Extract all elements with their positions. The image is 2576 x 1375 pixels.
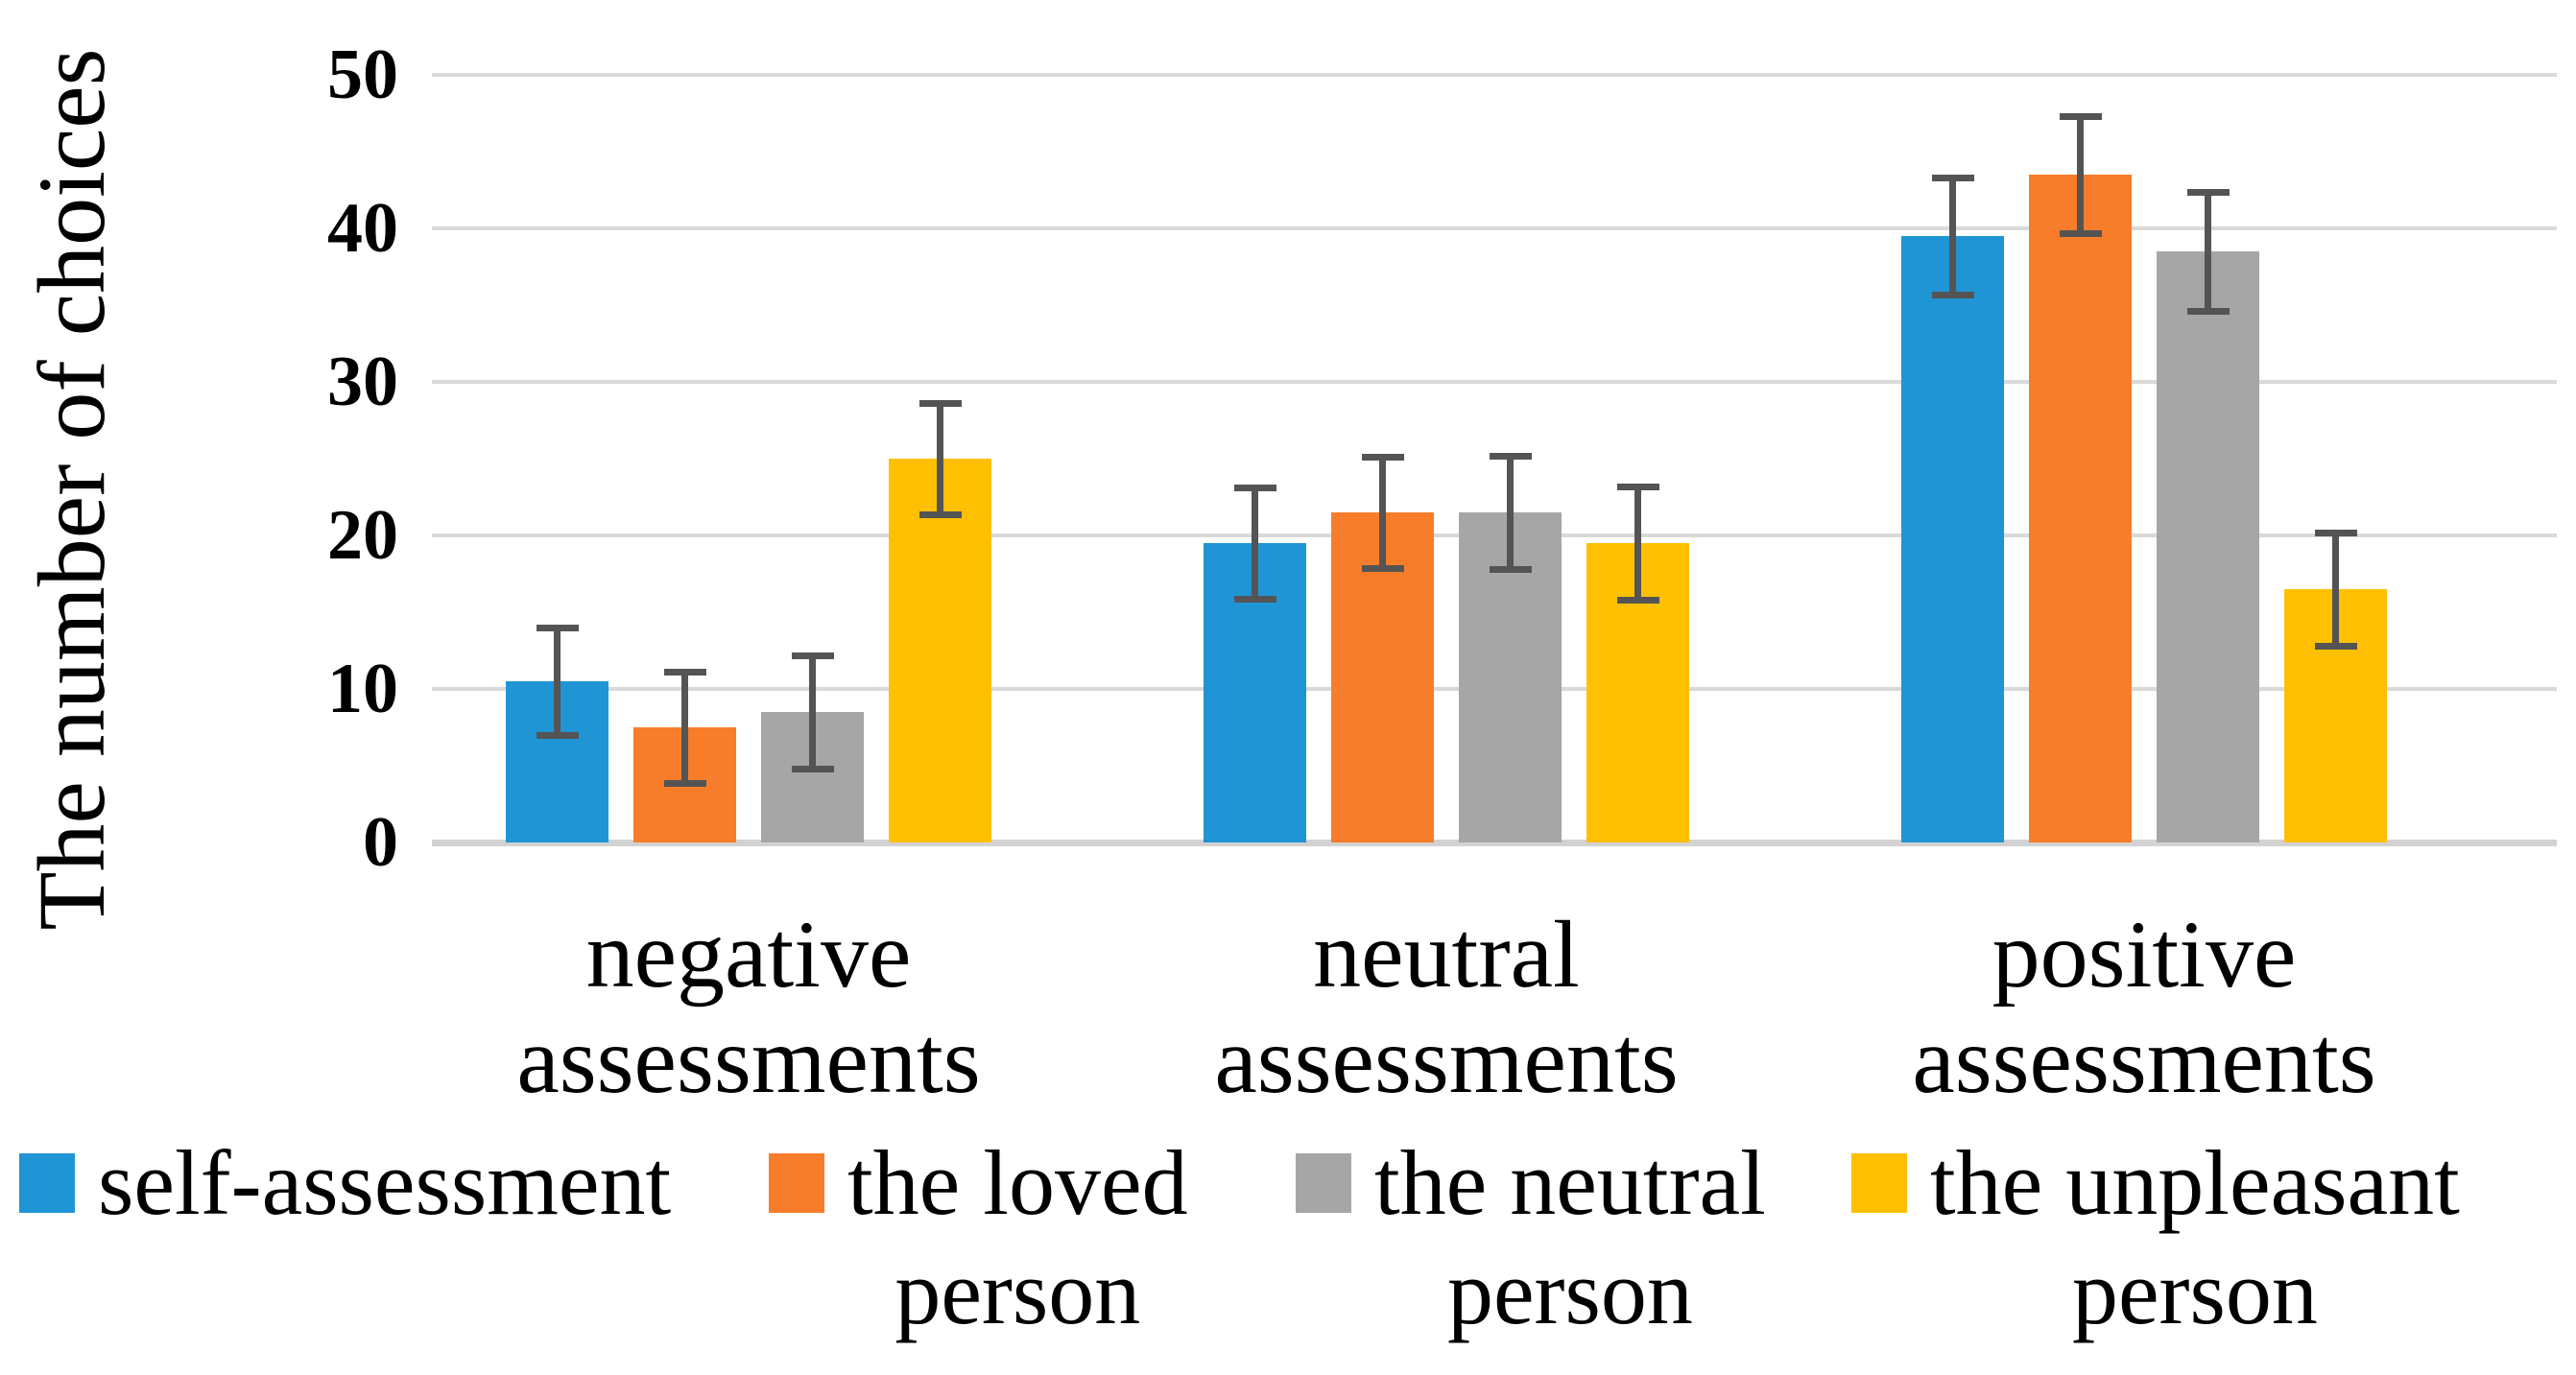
error-bar-lower-cap-the-loved-person-positive-assessments: [2059, 229, 2102, 237]
legend-swatch-the-neutral-person: [1296, 1153, 1351, 1213]
error-bar-the-unpleasant-person-neutral-assessments: [1634, 486, 1641, 601]
error-bar-the-loved-person-neutral-assessments: [1379, 457, 1386, 568]
error-bar-lower-cap-self-assessment-negative-assessments: [536, 732, 579, 739]
error-bar-lower-cap-the-neutral-person-negative-assessments: [791, 766, 834, 773]
error-bar-self-assessment-negative-assessments: [554, 628, 561, 735]
legend-item-the-neutral-person: the neutral person: [1296, 1128, 1766, 1347]
gridline-30: [432, 380, 2557, 384]
error-bar-lower-cap-the-unpleasant-person-neutral-assessments: [1616, 597, 1659, 605]
gridline-40: [432, 226, 2557, 230]
error-bar-upper-cap-the-unpleasant-person-negative-assessments: [918, 400, 962, 408]
legend-label-the-unpleasant-person: the unpleasant person: [1930, 1131, 2460, 1343]
error-bar-lower-cap-the-neutral-person-neutral-assessments: [1489, 566, 1532, 574]
bar-the-neutral-person-positive-assessments: [2157, 251, 2259, 842]
error-bar-self-assessment-positive-assessments: [1949, 178, 1956, 295]
error-bar-upper-cap-the-neutral-person-neutral-assessments: [1489, 452, 1532, 460]
error-bar-lower-cap-self-assessment-positive-assessments: [1931, 291, 1974, 298]
legend-swatch-the-unpleasant-person: [1851, 1153, 1907, 1213]
legend-swatch-self-assessment: [19, 1153, 75, 1213]
error-bar-lower-cap-the-unpleasant-person-negative-assessments: [918, 510, 962, 518]
error-bar-the-neutral-person-positive-assessments: [2205, 191, 2211, 312]
y-tick-label-0: 0: [363, 803, 398, 882]
error-bar-lower-cap-the-loved-person-negative-assessments: [663, 779, 706, 787]
error-bar-lower-cap-the-neutral-person-positive-assessments: [2186, 308, 2230, 316]
error-bar-the-neutral-person-neutral-assessments: [1507, 455, 1514, 570]
error-bar-upper-cap-the-neutral-person-negative-assessments: [791, 652, 834, 659]
y-tick-label-50: 50: [327, 36, 398, 114]
error-bar-upper-cap-the-unpleasant-person-neutral-assessments: [1616, 483, 1659, 490]
category-label-neutral-assessments: neutral assessments: [1214, 901, 1679, 1113]
error-bar-lower-cap-the-loved-person-neutral-assessments: [1361, 564, 1404, 572]
error-bar-upper-cap-the-loved-person-neutral-assessments: [1361, 454, 1404, 462]
legend-swatch-the-loved-person: [769, 1153, 824, 1213]
error-bar-upper-cap-the-unpleasant-person-positive-assessments: [2314, 529, 2357, 536]
legend-label-the-neutral-person: the neutral person: [1374, 1131, 1766, 1343]
category-label-negative-assessments: negative assessments: [516, 901, 981, 1113]
gridline-0: [432, 840, 2557, 846]
error-bar-the-unpleasant-person-positive-assessments: [2332, 532, 2339, 647]
error-bar-upper-cap-the-loved-person-positive-assessments: [2059, 113, 2102, 121]
error-bar-the-neutral-person-negative-assessments: [809, 654, 816, 770]
error-bar-lower-cap-the-unpleasant-person-positive-assessments: [2314, 643, 2357, 651]
error-bar-the-loved-person-negative-assessments: [681, 672, 688, 783]
legend-item-self-assessment: self-assessment: [19, 1128, 671, 1238]
y-tick-label-20: 20: [327, 496, 398, 575]
error-bar-the-unpleasant-person-negative-assessments: [937, 403, 943, 514]
legend-label-the-loved-person: the loved person: [847, 1131, 1188, 1343]
error-bar-upper-cap-self-assessment-positive-assessments: [1931, 175, 1974, 182]
error-bar-the-loved-person-positive-assessments: [2077, 116, 2084, 233]
bar-self-assessment-positive-assessments: [1901, 236, 2004, 842]
error-bar-upper-cap-self-assessment-negative-assessments: [536, 625, 579, 631]
gridline-50: [432, 73, 2557, 77]
y-tick-label-10: 10: [327, 650, 398, 728]
legend-item-the-loved-person: the loved person: [769, 1128, 1188, 1347]
error-bar-upper-cap-the-neutral-person-positive-assessments: [2186, 188, 2230, 196]
y-tick-label-30: 30: [327, 343, 398, 421]
error-bar-upper-cap-the-loved-person-negative-assessments: [663, 669, 706, 676]
bar-the-loved-person-positive-assessments: [2029, 175, 2132, 842]
y-tick-label-40: 40: [327, 189, 398, 268]
error-bar-upper-cap-self-assessment-neutral-assessments: [1233, 485, 1276, 492]
bar-the-unpleasant-person-negative-assessments: [889, 459, 991, 842]
legend-label-self-assessment: self-assessment: [98, 1131, 672, 1234]
error-bar-lower-cap-self-assessment-neutral-assessments: [1233, 595, 1276, 603]
error-bar-self-assessment-neutral-assessments: [1252, 487, 1258, 599]
legend-item-the-unpleasant-person: the unpleasant person: [1851, 1128, 2460, 1347]
category-label-positive-assessments: positive assessments: [1912, 901, 2376, 1113]
